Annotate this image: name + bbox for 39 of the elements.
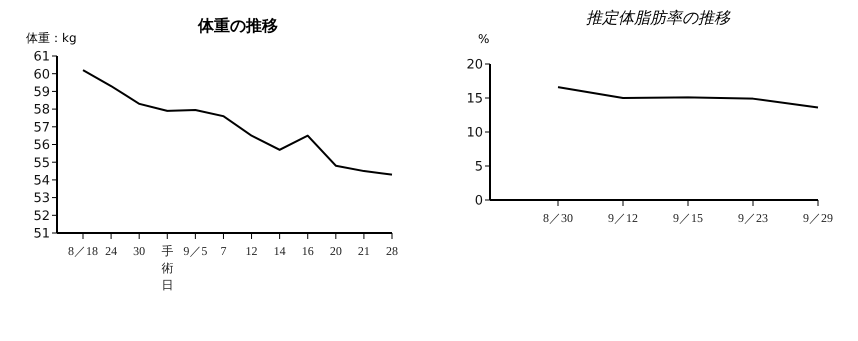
x-tick-label: 16 (302, 244, 314, 258)
y-tick-label: 55 (33, 156, 50, 171)
x-tick-label: 9／12 (608, 211, 638, 225)
y-tick-label: 56 (33, 138, 50, 154)
x-tick-label: 12 (246, 244, 258, 258)
line-series (557, 86, 819, 109)
x-tick-label: 9／23 (738, 211, 768, 225)
x-tick-label: 9／5 (183, 244, 208, 258)
line-series (82, 69, 393, 176)
y-tick-label: 57 (33, 120, 50, 136)
x-tick-label: 手術日 (161, 244, 174, 292)
y-tick-label: 0 (474, 194, 483, 209)
y-tick-label: 58 (33, 102, 50, 118)
x-tick-label: 9／15 (673, 211, 703, 225)
x-tick-label: 8／30 (543, 211, 573, 225)
y-axis-title: 体重：kg (26, 30, 77, 47)
x-tick-label: 7 (220, 244, 226, 258)
x-tick-label: 9／29 (803, 211, 833, 225)
y-tick-label: 5 (474, 160, 483, 175)
chart-title: 体重の推移 (196, 16, 279, 37)
y-tick-label: 20 (466, 58, 483, 73)
x-tick-label: 20 (330, 244, 342, 258)
chart-title: 推定体脂肪率の推移 (585, 8, 732, 29)
x-tick-label: 28 (386, 244, 398, 258)
x-tick-label: 8／18 (68, 244, 98, 258)
y-tick-label: 61 (33, 50, 50, 65)
x-tick-label: 14 (274, 244, 286, 258)
x-tick-label: 24 (105, 244, 118, 258)
y-tick-label: 15 (466, 92, 483, 107)
x-tick-label: 30 (133, 244, 146, 258)
y-tick-label: 52 (33, 208, 50, 224)
y-tick-label: 10 (466, 126, 483, 141)
y-axis-title: % (478, 32, 490, 46)
y-tick-label: 59 (33, 85, 50, 100)
y-tick-label: 60 (33, 67, 50, 82)
y-tick-label: 51 (33, 226, 50, 242)
y-tick-label: 53 (33, 191, 50, 206)
x-tick-label: 21 (358, 244, 370, 258)
y-tick-label: 54 (33, 174, 50, 189)
